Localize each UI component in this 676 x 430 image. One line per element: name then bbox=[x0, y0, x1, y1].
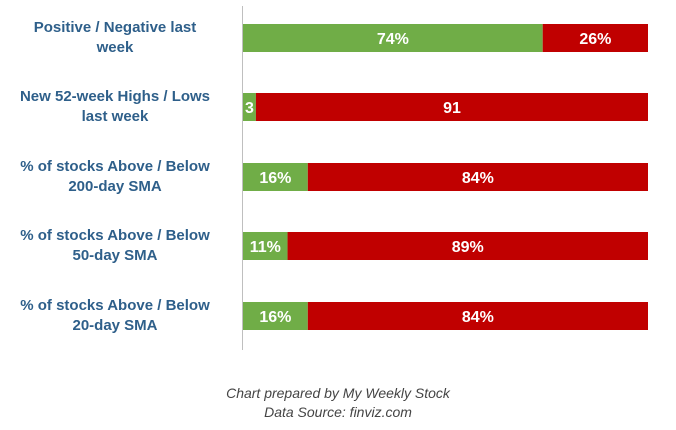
chart-plot: 74% 26% 3 91 16% 84% 11% 89% 16% 84% bbox=[242, 6, 648, 350]
bar-segment-red-4 bbox=[287, 232, 648, 260]
data-label-green-4: 11% bbox=[250, 239, 281, 256]
category-label-line: % of stocks Above / Below bbox=[20, 158, 210, 175]
category-label-line: last week bbox=[81, 108, 149, 125]
bar-segment-green-3 bbox=[243, 163, 308, 191]
chart-footer: Chart prepared by My Weekly Stock Data S… bbox=[0, 384, 676, 422]
category-label-line: % of stocks Above / Below bbox=[20, 227, 210, 244]
bar-segment-red-1 bbox=[542, 24, 648, 52]
bar-segment-green-2 bbox=[243, 93, 256, 121]
category-label-line: week bbox=[96, 39, 134, 56]
category-label-line: Positive / Negative last bbox=[33, 19, 197, 36]
category-label-3: % of stocks Above / Below 200-day SMA bbox=[0, 157, 230, 197]
bar-segment-red-2 bbox=[255, 93, 648, 121]
data-label-red-5: 84% bbox=[462, 309, 494, 326]
data-label-green-3: 16% bbox=[259, 170, 291, 187]
category-label-2: New 52-week Highs / Lows last week bbox=[0, 87, 230, 127]
category-label-line: % of stocks Above / Below bbox=[20, 297, 210, 314]
category-label-1: Positive / Negative last week bbox=[0, 18, 230, 58]
footer-source: Data Source: finviz.com bbox=[264, 404, 412, 420]
bar-segment-red-5 bbox=[307, 302, 648, 330]
chart: 74% 26% 3 91 16% 84% 11% 89% 16% 84% Positive / N… bbox=[0, 6, 648, 350]
category-label-line: 20-day SMA bbox=[72, 317, 158, 334]
category-label-5: % of stocks Above / Below 20-day SMA bbox=[0, 296, 230, 336]
data-label-red-4: 89% bbox=[452, 239, 484, 256]
bar-segment-red-3 bbox=[307, 163, 648, 191]
data-label-green-2: 3 bbox=[245, 100, 254, 117]
bar-segment-green-5 bbox=[243, 302, 308, 330]
data-label-red-2: 91 bbox=[443, 100, 461, 117]
bar-segment-green-1 bbox=[243, 24, 543, 52]
data-label-green-5: 16% bbox=[259, 309, 291, 326]
category-label-line: 50-day SMA bbox=[72, 247, 158, 264]
bar-segment-green-4 bbox=[243, 232, 288, 260]
data-label-red-3: 84% bbox=[462, 170, 494, 187]
category-label-4: % of stocks Above / Below 50-day SMA bbox=[0, 226, 230, 266]
footer-credit: Chart prepared by My Weekly Stock bbox=[226, 385, 450, 401]
data-label-red-1: 26% bbox=[579, 31, 611, 48]
data-label-green-1: 74% bbox=[377, 31, 409, 48]
category-label-line: 200-day SMA bbox=[68, 178, 162, 195]
category-label-line: New 52-week Highs / Lows bbox=[19, 88, 211, 105]
